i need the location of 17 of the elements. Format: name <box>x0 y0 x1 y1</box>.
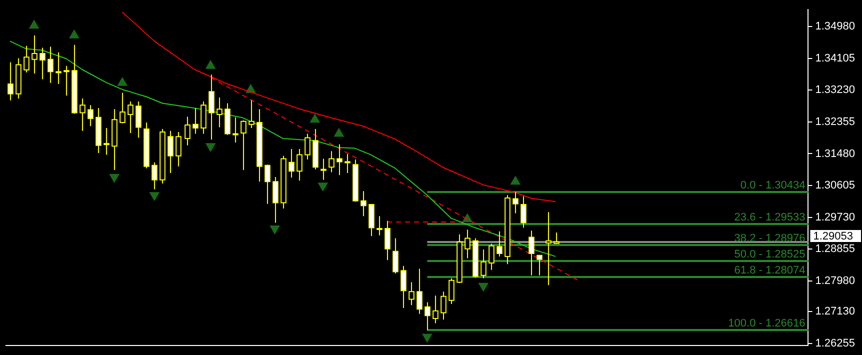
y-tick-label: 1.28855 <box>815 243 856 256</box>
y-tick-label: 1.27130 <box>815 306 856 318</box>
annotation: 50.0 - 1.28525 <box>734 248 806 261</box>
y-tick-label: 1.26255 <box>815 337 856 350</box>
y-tick-label: 1.31480 <box>815 148 856 160</box>
y-tick-label: 1.33230 <box>815 84 856 96</box>
y-tick-label: 1.34980 <box>815 20 856 33</box>
y-tick-label: 1.34105 <box>815 52 856 64</box>
annotation: 61.8 - 1.28074 <box>734 264 806 277</box>
annotation: 0.0 - 1.30434 <box>740 180 806 192</box>
y-tick-label: 1.32355 <box>815 116 856 128</box>
ref-line-label: 1.29053 <box>813 230 854 243</box>
y-tick-label: 1.29730 <box>815 211 856 224</box>
annotation: 100.0 - 1.26616 <box>728 318 806 330</box>
y-tick-label: 1.27980 <box>815 274 856 287</box>
annotation: 23.6 - 1.29533 <box>734 212 806 224</box>
y-tick-label: 1.30605 <box>815 180 856 192</box>
